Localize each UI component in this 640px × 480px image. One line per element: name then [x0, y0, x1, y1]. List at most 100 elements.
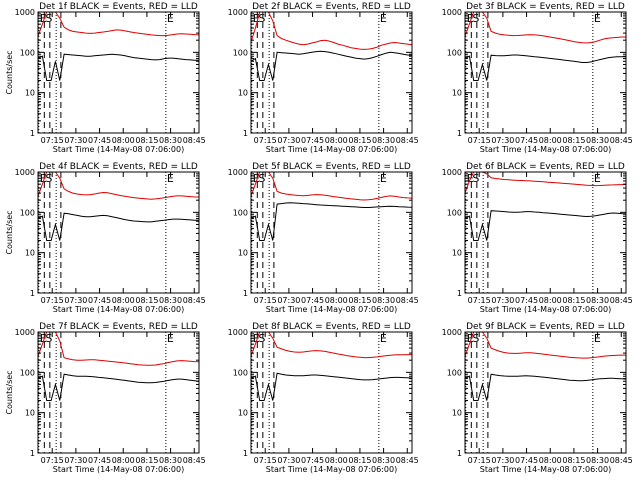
marker-label: E	[253, 12, 260, 25]
x-tick-label: 08:00	[112, 296, 135, 305]
y-tick-label: 100	[20, 208, 35, 217]
x-tick-label: 08:00	[325, 136, 348, 145]
y-tick-label: 1000	[15, 328, 35, 337]
x-tick-label: 08:15	[562, 456, 585, 465]
x-tick-label: 07:30	[64, 296, 87, 305]
y-tick-label: 1000	[442, 168, 462, 177]
x-tick-label: 08:15	[135, 296, 158, 305]
x-axis-label: Start Time (14-May-08 07:06:00)	[480, 145, 611, 154]
marker-label: S	[45, 332, 52, 345]
marker-label: E	[380, 332, 387, 345]
marker-label: E	[167, 172, 174, 185]
marker-label: E	[40, 12, 47, 25]
panel-title: Det 6f BLACK = Events, RED = LLD	[466, 162, 625, 172]
x-axis-label: Start Time (14-May-08 07:06:00)	[266, 145, 397, 154]
y-axis-label: Counts/sec	[5, 50, 14, 94]
marker-label: E	[380, 172, 387, 185]
plot-frame	[250, 171, 413, 294]
series-line-lld	[250, 171, 413, 201]
series-line-events	[37, 53, 199, 81]
y-tick-label: 100	[447, 48, 462, 57]
x-tick-label: 08:00	[539, 456, 562, 465]
x-tick-label: 08:45	[183, 456, 206, 465]
y-tick-label: 100	[233, 208, 248, 217]
x-tick-label: 08:00	[112, 456, 135, 465]
x-tick-label: 08:45	[183, 136, 206, 145]
y-tick-label: 100	[447, 368, 462, 377]
y-tick-label: 1	[243, 129, 248, 138]
x-axis-label: Start Time (14-May-08 07:06:00)	[53, 465, 184, 474]
x-tick-label: 08:15	[562, 296, 585, 305]
x-tick-label: 08:15	[135, 456, 158, 465]
x-tick-label: 08:15	[348, 136, 371, 145]
plot-frame	[37, 331, 200, 454]
x-tick-label: 08:30	[586, 296, 609, 305]
x-tick-label: 07:45	[515, 296, 538, 305]
x-tick-label: 08:30	[586, 456, 609, 465]
y-tick-label: 1	[457, 289, 462, 298]
x-tick-label: 08:30	[372, 456, 395, 465]
series-line-events	[250, 50, 413, 81]
marker-label: E	[380, 12, 387, 25]
y-axis-label: Counts/sec	[5, 370, 14, 414]
x-tick-label: 07:45	[88, 456, 111, 465]
series-line-lld	[37, 331, 200, 366]
x-tick-label: 08:00	[112, 136, 135, 145]
x-axis-label: Start Time (14-May-08 07:06:00)	[266, 465, 397, 474]
series-line-events	[37, 373, 200, 401]
marker-label: S	[45, 12, 52, 25]
series-line-lld	[37, 171, 199, 200]
x-tick-label: 07:15	[468, 296, 491, 305]
y-tick-label: 100	[20, 48, 35, 57]
marker-label: E	[594, 172, 601, 185]
x-tick-label: 07:45	[515, 456, 538, 465]
x-tick-label: 08:30	[159, 136, 182, 145]
x-tick-label: 07:15	[41, 456, 64, 465]
x-tick-label: 07:30	[491, 456, 514, 465]
x-tick-label: 08:00	[325, 456, 348, 465]
y-tick-label: 100	[447, 208, 462, 217]
y-axis-label: Counts/sec	[5, 210, 14, 254]
series-line-events	[250, 202, 413, 241]
y-tick-label: 100	[233, 48, 248, 57]
x-tick-label: 08:30	[159, 296, 182, 305]
marker-label: S	[472, 332, 479, 345]
plot-frame	[464, 331, 627, 454]
marker-label: E	[167, 332, 174, 345]
panel-title: Det 4f BLACK = Events, RED = LLD	[39, 162, 198, 172]
x-tick-label: 07:30	[277, 136, 300, 145]
marker-label: S	[258, 12, 265, 25]
x-tick-label: 08:30	[586, 136, 609, 145]
y-tick-label: 1	[457, 449, 462, 458]
x-tick-label: 07:45	[301, 456, 324, 465]
y-tick-label: 10	[238, 89, 248, 98]
x-axis-label: Start Time (14-May-08 07:06:00)	[53, 305, 184, 314]
marker-label: S	[472, 172, 479, 185]
x-tick-label: 08:15	[348, 296, 371, 305]
panel-title: Det 9f BLACK = Events, RED = LLD	[466, 322, 625, 332]
x-axis-label: Start Time (14-May-08 07:06:00)	[480, 465, 611, 474]
marker-label: E	[40, 172, 47, 185]
x-tick-label: 08:45	[396, 456, 419, 465]
y-tick-label: 1	[30, 289, 35, 298]
x-tick-label: 07:15	[254, 456, 277, 465]
x-tick-label: 08:45	[610, 136, 633, 145]
y-tick-label: 1	[243, 289, 248, 298]
x-tick-label: 07:15	[254, 136, 277, 145]
y-tick-label: 1000	[228, 168, 248, 177]
x-tick-label: 08:30	[372, 136, 395, 145]
x-tick-label: 08:30	[372, 296, 395, 305]
marker-label: E	[467, 12, 474, 25]
plot-frame	[250, 331, 413, 454]
y-tick-label: 10	[25, 409, 35, 418]
panel-title: Det 1f BLACK = Events, RED = LLD	[39, 2, 198, 12]
x-tick-label: 07:30	[64, 456, 87, 465]
marker-label: S	[258, 332, 265, 345]
